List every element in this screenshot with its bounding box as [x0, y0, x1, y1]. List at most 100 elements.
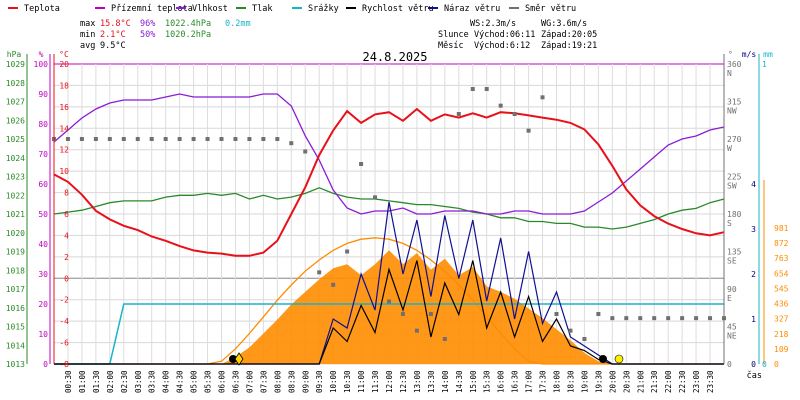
wind-dir-point — [219, 137, 224, 141]
wind-dir-point — [331, 282, 336, 287]
rad-tick-label: 872 — [774, 239, 789, 248]
temperature-line — [53, 107, 725, 257]
degc-tick-label: -6 — [59, 339, 69, 348]
stat-avg-temp: 9.5°C — [100, 41, 126, 51]
rad-tick-label: 327 — [774, 315, 789, 324]
legend: Teplota Přízemní teplota Vlhkost Tlak Sr… — [8, 4, 576, 14]
hpa-tick-label: 1027 — [6, 98, 25, 107]
time-tick-label: 13:30 — [427, 370, 436, 393]
hpa-tick-label: 1014 — [6, 341, 25, 350]
pct-tick-label: 80 — [38, 120, 48, 129]
rad-tick-label: 436 — [774, 300, 789, 309]
wind-dir-point — [121, 137, 126, 141]
rad-tick-label: 545 — [774, 284, 789, 293]
hpa-tick-label: 1018 — [6, 266, 25, 275]
wind-dir-point — [512, 112, 517, 116]
time-tick-label: 15:00 — [469, 370, 478, 393]
degc-tick-label: -8 — [59, 360, 69, 369]
wind-dir-point — [666, 316, 671, 321]
pct-tick-label: 30 — [38, 270, 48, 279]
wind-dir-point — [582, 337, 587, 341]
dir-tick-label: 270 — [727, 135, 742, 144]
stat-min-hum: 50% — [140, 30, 155, 40]
time-tick-label: 07:00 — [245, 370, 254, 393]
hpa-tick-label: 1029 — [6, 60, 25, 69]
legend-prizemni-teplota: Přízemní teplota — [111, 4, 193, 14]
chart-title: 24.8.2025 — [362, 50, 427, 64]
dir-name-label: E — [727, 294, 732, 303]
dir-tick-label: 135 — [727, 248, 742, 257]
wind-dir-point — [624, 316, 629, 321]
pct-tick-label: 50 — [38, 210, 48, 219]
degc-tick-label: 4 — [64, 231, 69, 240]
stat-min-temp: 2.1°C — [100, 30, 126, 40]
degc-tick-label: 6 — [64, 210, 69, 219]
rad-tick-label: 0 — [774, 360, 779, 369]
stats-block: max 15.8°C 96% 1022.4hPa 0.2mm min 2.1°C… — [80, 19, 251, 51]
degc-tick-label: 8 — [64, 189, 69, 198]
legend-smer-vetru: Směr větru — [525, 4, 576, 14]
wind-dir-point — [484, 87, 489, 91]
time-tick-label: 14:30 — [455, 370, 464, 393]
mm-tick-label: 0 — [762, 360, 767, 369]
pressure-line — [53, 187, 725, 230]
pct-tick-label: 90 — [38, 90, 48, 99]
dir-tick-label: 0 — [727, 360, 732, 369]
time-tick-label: 02:30 — [120, 370, 129, 393]
time-tick-label: 06:30 — [231, 370, 240, 393]
wind-dir-point — [610, 316, 615, 321]
wind-dir-point — [568, 328, 573, 333]
hpa-tick-label: 1017 — [6, 285, 25, 294]
degc-tick-label: -4 — [59, 317, 69, 326]
info-wg: WG:3.6m/s — [541, 19, 587, 29]
solar-radiation-fill — [54, 250, 724, 364]
stat-min-press: 1020.2hPa — [165, 30, 211, 40]
degc-tick-label: 18 — [59, 81, 69, 90]
dir-name-label: NW — [727, 107, 737, 116]
time-tick-label: 16:30 — [511, 370, 520, 393]
hpa-tick-label: 1015 — [6, 323, 25, 332]
wind-dir-point — [470, 87, 475, 91]
dir-tick-label: 360 — [727, 60, 742, 69]
legend-naraz-vetru: Náraz větru — [444, 4, 500, 14]
wind-dir-point — [135, 137, 140, 141]
info-sunset: Západ:20:05 — [541, 30, 597, 40]
ms-tick-label: 2 — [751, 270, 756, 279]
degc-tick-label: 10 — [59, 167, 69, 176]
hpa-tick-label: 1023 — [6, 173, 25, 182]
time-tick-label: 11:30 — [371, 370, 380, 393]
wind-dir-point — [65, 137, 70, 141]
time-tick-label: 22:00 — [664, 370, 673, 393]
mm-tick-label: 1 — [762, 60, 767, 69]
wind-dir-point — [303, 149, 308, 154]
degc-tick-label: -2 — [59, 296, 69, 305]
time-tick-label: 10:30 — [343, 370, 352, 393]
wind-dir-point — [540, 95, 545, 100]
wind-dir-point — [275, 137, 280, 141]
time-tick-label: 05:30 — [204, 370, 213, 393]
rain-line — [54, 303, 724, 365]
time-tick-label: 23:00 — [692, 370, 701, 393]
dir-tick-label: 45 — [727, 323, 737, 332]
hpa-tick-label: 1028 — [6, 79, 25, 88]
dir-tick-label: 90 — [727, 285, 737, 294]
degc-tick-label: 0 — [64, 274, 69, 283]
rad-tick-label: 763 — [774, 254, 789, 263]
time-tick-label: 08:00 — [273, 370, 282, 393]
ms-tick-label: 4 — [751, 180, 756, 189]
dir-name-label: SW — [727, 182, 737, 191]
ms-unit: m/s — [742, 50, 757, 59]
stat-max-hum: 96% — [140, 19, 155, 29]
wind-dir-point — [456, 112, 461, 116]
mm-unit: mm — [763, 50, 773, 59]
time-tick-label: 08:30 — [287, 370, 296, 393]
hpa-tick-label: 1024 — [6, 154, 25, 163]
wind-dir-point — [247, 137, 252, 141]
info-ws: WS:2.3m/s — [470, 19, 516, 29]
time-tick-label: 23:30 — [706, 370, 715, 393]
pct-tick-label: 100 — [34, 60, 49, 69]
wind-dir-point — [317, 270, 322, 275]
legend-tlak: Tlak — [252, 4, 272, 14]
wind-dir-point — [261, 137, 266, 141]
time-tick-label: 22:30 — [678, 370, 687, 393]
